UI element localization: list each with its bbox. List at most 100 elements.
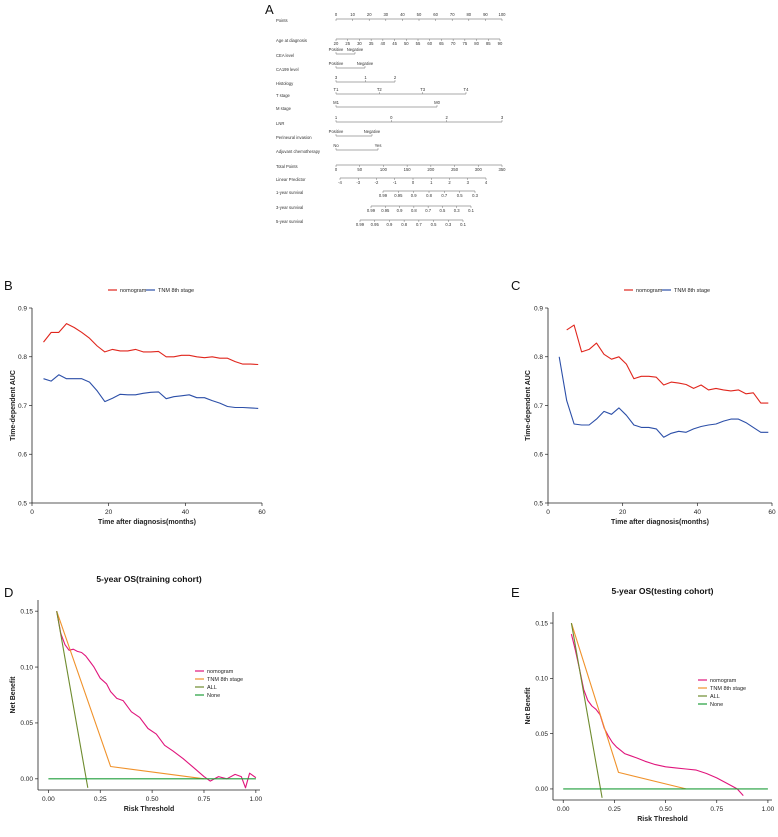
chart-c: 0.5 0.6 0.7 0.8 0.9 0 20 40 60 Time after diagnos… [525, 288, 776, 526]
nomogram-tick-label: -1 [393, 180, 397, 185]
x-tick-label: 0 [30, 509, 34, 516]
nomogram-tick-label: 50 [357, 167, 362, 172]
nomogram-tick-label: 0.8 [411, 208, 417, 213]
x-tick-label: 20 [105, 509, 113, 516]
x-tick-label: 0.75 [198, 796, 211, 803]
x-tick-label: 60 [768, 509, 776, 516]
nomogram-row: 5-year survival 0.99 0.95 0.9 0.8 0.7 0.5 0.3 0.… [276, 219, 467, 227]
nomogram-row: Points 0 10 20 30 40 50 60 70 80 90 100 [276, 12, 506, 23]
nomogram-tick-label: 60 [427, 41, 432, 46]
nomogram-tick-label: T3 [420, 87, 426, 92]
nomogram-tick-label: 1 [335, 115, 338, 120]
nomogram-tick-label: 20 [334, 41, 339, 46]
x-tick-label: 60 [258, 509, 266, 516]
nomogram-tick-label: 0 [335, 12, 338, 17]
nomogram-tick-label: 90 [483, 12, 488, 17]
nomogram-tick-label: M1 [333, 100, 339, 105]
x-tick-label: 1.00 [762, 806, 775, 813]
legend-label: nomogram [207, 669, 234, 675]
x-tick-label: 0.00 [42, 796, 55, 803]
nomogram-tick-label: 45 [392, 41, 397, 46]
nomogram-row: Perineural invasion Positive Negative [276, 129, 381, 140]
nomogram-tick-label: 350 [499, 167, 507, 172]
nomogram-tick-label: 0.9 [397, 208, 403, 213]
nomogram-tick-label: 35 [369, 41, 374, 46]
x-tick-label: 0.25 [608, 806, 621, 813]
nomogram-tick-label: 10 [350, 12, 355, 17]
y-tick-label: 0.15 [535, 620, 548, 627]
x-axis-title: Risk Threshold [637, 816, 688, 823]
nomogram-tick-label: 0.7 [416, 222, 422, 227]
legend-label: nomogram [636, 288, 663, 294]
nomogram-row: 1-year survival 0.99 0.95 0.9 0.8 0.7 0.5 0.3 [276, 190, 479, 198]
series-line-nomogram [570, 633, 744, 796]
y-axis-title: Time-dependent AUC [10, 370, 17, 441]
legend-label: TNM 8th stage [710, 686, 746, 692]
panel-label-e: E [511, 585, 520, 600]
y-tick-label: 0.7 [534, 403, 543, 410]
nomogram-tick-label: 0 [390, 115, 393, 120]
nomogram-tick-label: 80 [474, 41, 479, 46]
legend-label: nomogram [710, 678, 737, 684]
x-tick-label: 0.25 [94, 796, 107, 803]
nomogram-row-label: Histology [276, 81, 294, 86]
nomogram-tick-label: 2 [445, 115, 448, 120]
nomogram-tick-label: 2 [448, 180, 451, 185]
x-tick-label: 0.00 [557, 806, 570, 813]
y-tick-label: 0.05 [20, 720, 33, 727]
legend-label: ALL [207, 685, 217, 691]
nomogram-tick-label: Negative [364, 129, 381, 134]
nomogram-tick-label: 0.95 [381, 208, 390, 213]
nomogram-tick-label: T4 [464, 87, 470, 92]
y-tick-label: 0.9 [18, 305, 27, 312]
nomogram-tick-label: 85 [486, 41, 491, 46]
nomogram-row: 3-year survival 0.99 0.95 0.9 0.8 0.7 0.5 0.3 0.… [276, 205, 475, 213]
chart-title: 5-year OS(testing cohort) [611, 586, 713, 596]
x-tick-label: 0.75 [710, 806, 723, 813]
x-tick-label: 0.50 [659, 806, 672, 813]
y-tick-label: 0.9 [534, 305, 543, 312]
y-axis-title: Net Benefit [10, 676, 17, 714]
y-tick-label: 0.8 [534, 354, 543, 361]
nomogram-row-label: T stage [276, 93, 291, 98]
nomogram-tick-label: 0 [335, 167, 338, 172]
nomogram-tick-label: 25 [345, 41, 350, 46]
series-line-all [56, 611, 89, 788]
chart-title: 5-year OS(training cohort) [96, 574, 201, 584]
x-tick-label: 40 [182, 509, 190, 516]
legend-label: TNM 8th stage [674, 288, 710, 294]
nomogram-tick-label: Positive [329, 47, 344, 52]
nomogram-tick-label: 0 [412, 180, 415, 185]
nomogram-row: Adjuvant chemotherapy No Yes [276, 143, 381, 154]
y-axis-title: Net Benefit [525, 687, 532, 725]
nomogram-row-label: 1-year survival [276, 190, 303, 195]
nomogram-tick-label: Positive [329, 61, 344, 66]
nomogram-tick-label: 55 [416, 41, 421, 46]
nomogram-tick-label: 0.9 [411, 193, 417, 198]
nomogram-tick-label: 0.99 [356, 222, 365, 227]
x-tick-label: 40 [694, 509, 702, 516]
nomogram-row: Histology 3 1 2 [276, 75, 397, 86]
nomogram-tick-label: 250 [451, 167, 459, 172]
nomogram-tick-label: 0.5 [457, 193, 463, 198]
nomogram-row-label: Total Points [276, 164, 298, 169]
nomogram-tick-label: Positive [329, 129, 344, 134]
nomogram-tick-label: 50 [404, 41, 409, 46]
nomogram-tick-label: 3 [335, 75, 338, 80]
nomogram-row-label: Points [276, 18, 288, 23]
nomogram-row-label: 5-year survival [276, 219, 303, 224]
nomogram-tick-label: 3 [467, 180, 470, 185]
nomogram-row: Age at diagnosis 20 25 30 35 40 45 50 55 60 65 70 75… [276, 38, 503, 46]
nomogram-tick-label: 30 [357, 41, 362, 46]
nomogram-tick-label: 1 [430, 180, 433, 185]
nomogram-row-label: CEA level [276, 53, 294, 58]
nomogram-row-label: Adjuvant chemotherapy [276, 149, 321, 154]
nomogram-tick-label: 150 [404, 167, 412, 172]
series-line-all [570, 623, 603, 798]
x-axis-title: Time after diagnosis(months) [98, 519, 196, 526]
nomogram-tick-label: 300 [475, 167, 483, 172]
chart-b: 0.5 0.6 0.7 0.8 0.9 0 20 40 60 Time after diagnos… [10, 288, 266, 526]
nomogram-tick-label: 75 [463, 41, 468, 46]
